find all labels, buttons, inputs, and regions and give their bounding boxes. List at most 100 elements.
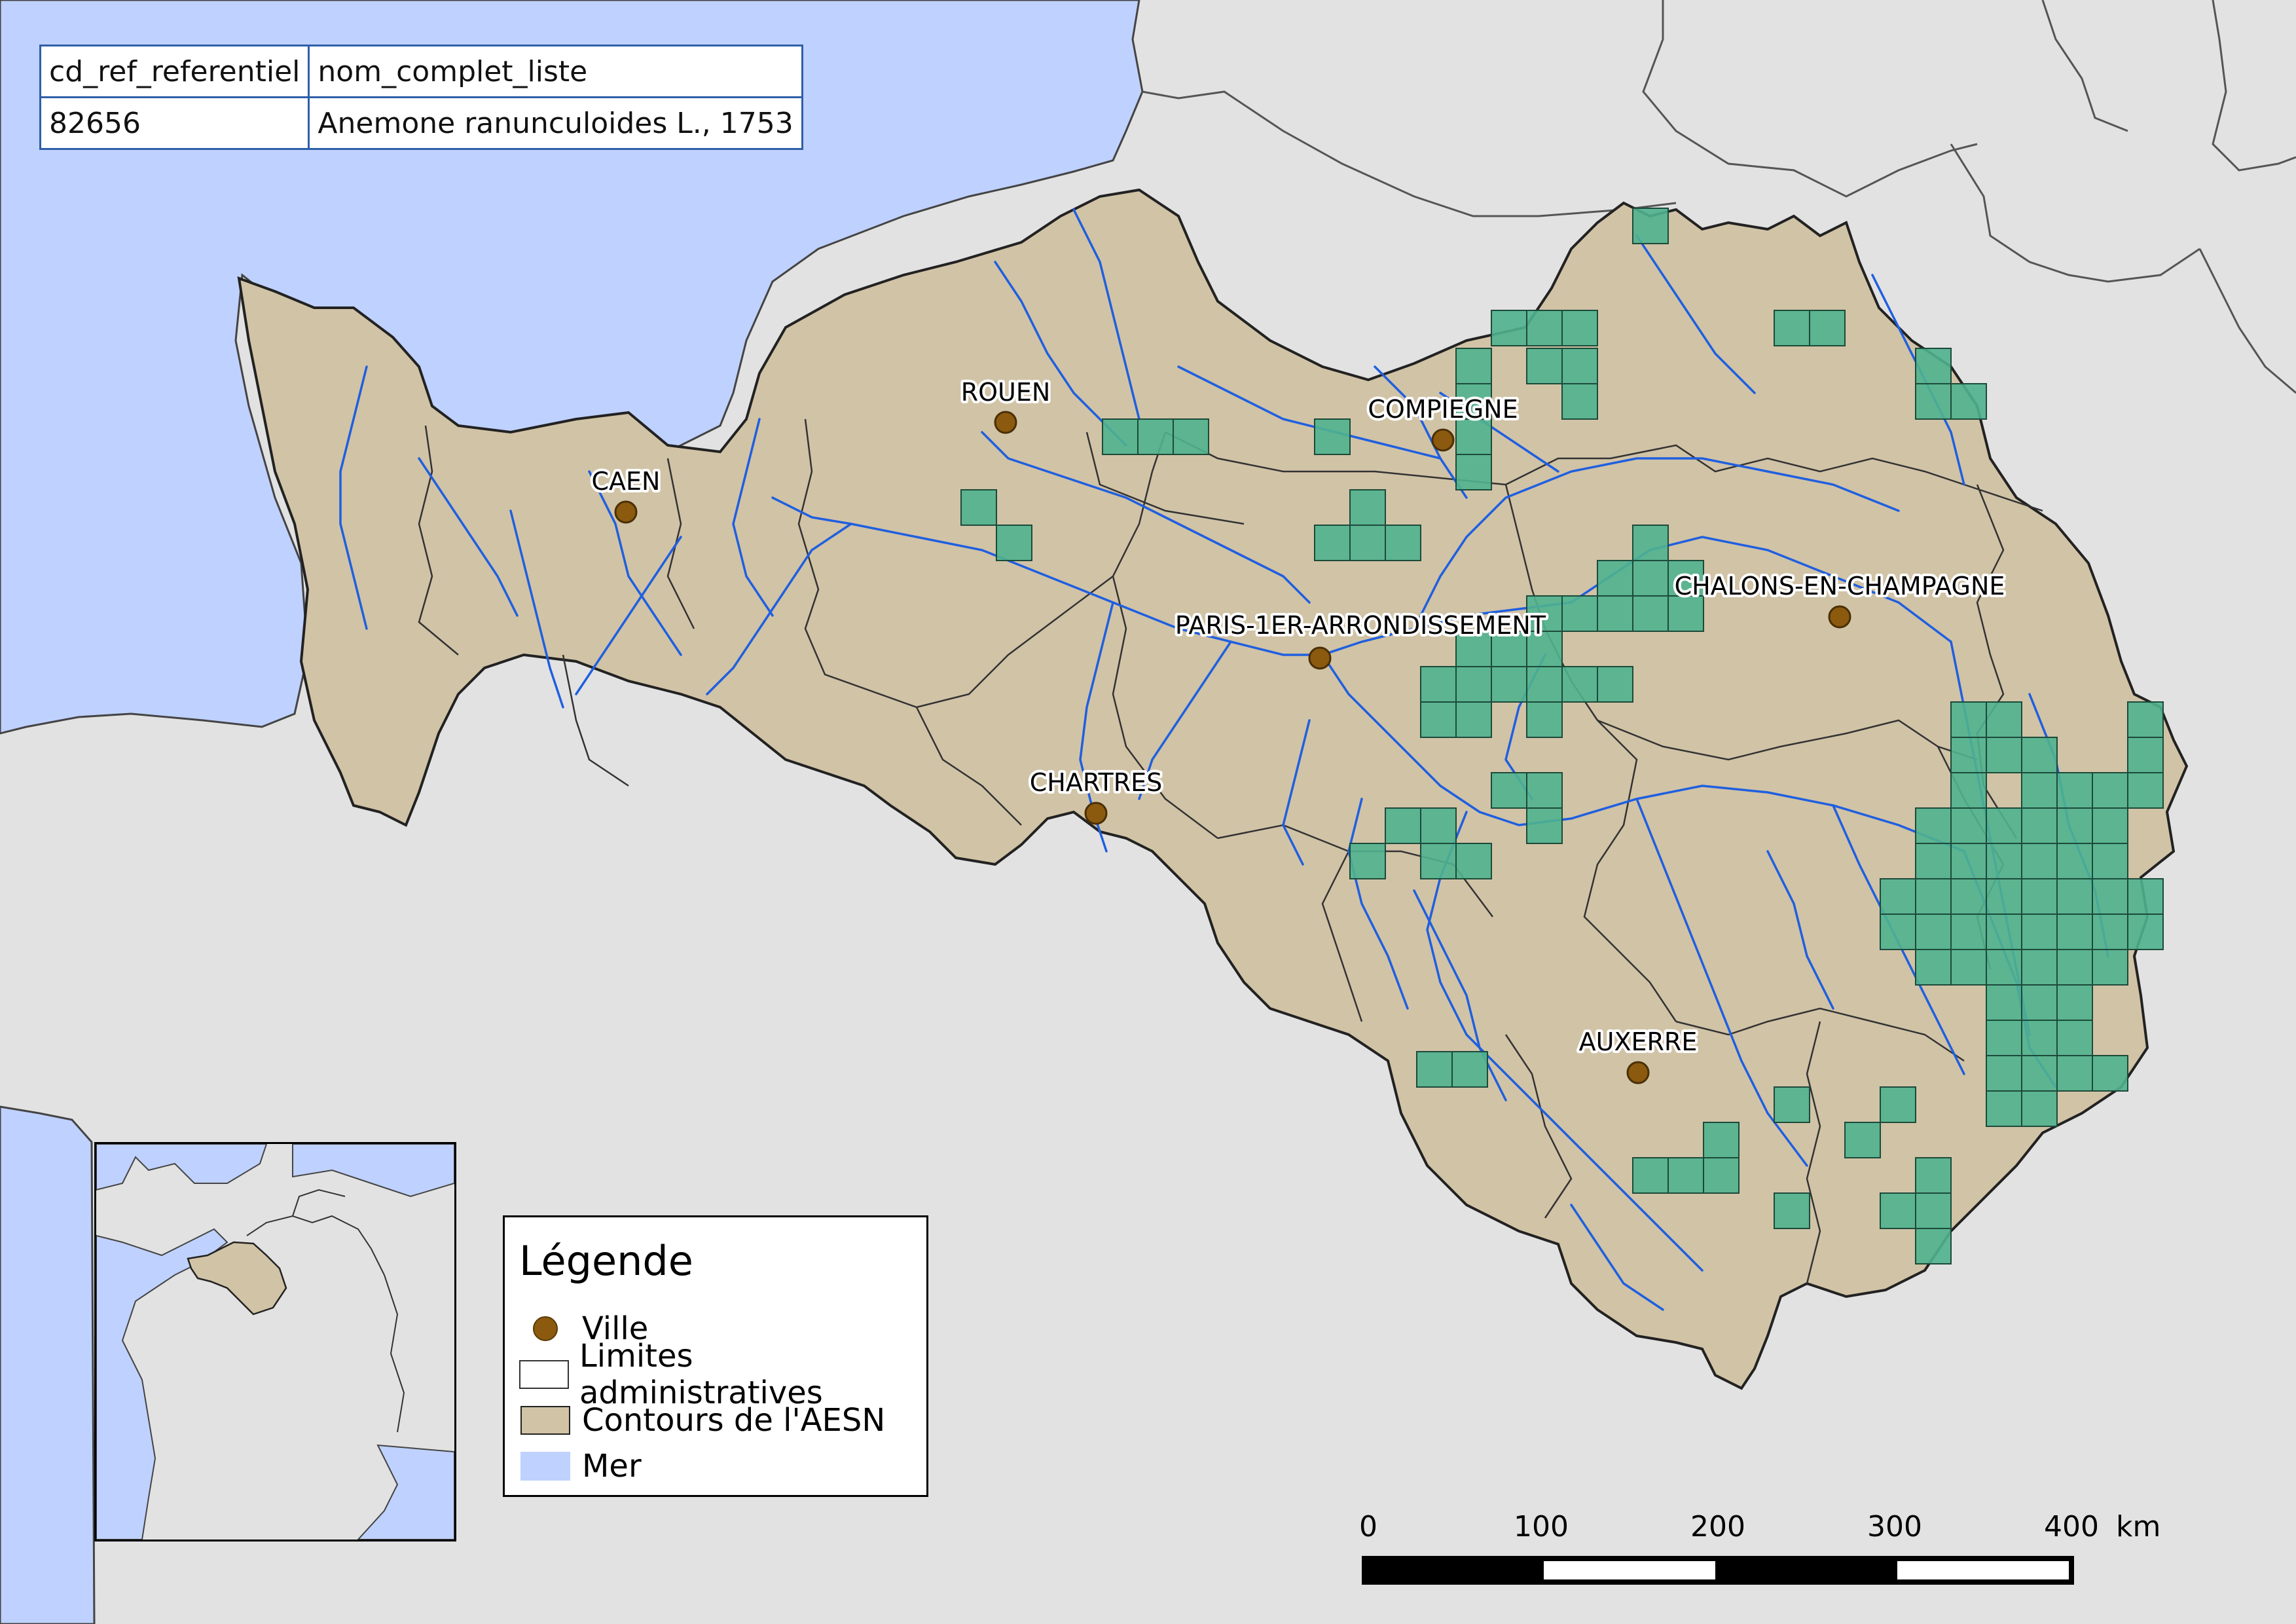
occurrence-grid-cell (1774, 310, 1810, 346)
rivers (339, 208, 2109, 1311)
occurrence-grid-cell (2092, 843, 2128, 879)
occurrence-grid-cell (2021, 737, 2058, 773)
occurrence-grid-cell (2092, 878, 2128, 915)
inset-sea (96, 1144, 454, 1540)
legend-item-label: Mer (582, 1448, 642, 1485)
occurrence-grid-cell (1455, 701, 1492, 738)
occurrence-grid-cell (1915, 383, 1952, 420)
occurrence-grid-cell (1349, 525, 1386, 561)
city-layer: ROUEN CAEN COMPIEGNE CHALONS-EN-CHAMPAGNE PA… (589, 375, 2007, 1084)
occurrence-grid-cell (2127, 737, 2164, 773)
city-label: COMPIEGNE (1368, 395, 1518, 424)
occurrence-grid-cell (1420, 807, 1457, 844)
occurrence-grid-cell (1455, 631, 1492, 667)
atlantic-area (0, 1105, 96, 1624)
city-marker (1828, 605, 1851, 629)
occurrence-grid-cell (1526, 348, 1563, 384)
occurrence-grid-cell (1915, 913, 1952, 950)
occurrence-grid-cell (1950, 807, 1987, 844)
table-header-cell: nom_complet_liste (308, 45, 803, 98)
occurrence-grid-cell (1986, 949, 2022, 986)
scale-unit: km (2116, 1510, 2160, 1543)
occurrence-grid-cell (1526, 807, 1563, 844)
occurrence-grid-cell (1986, 984, 2022, 1021)
city-label: CAEN (592, 467, 661, 496)
occurrence-grid-cell (2127, 913, 2164, 950)
scale-segment-3 (1892, 1556, 2074, 1585)
occurrence-grid-cell (960, 489, 997, 526)
occurrence-grid-cell (1416, 1051, 1453, 1088)
occurrence-grid-cell (2056, 878, 2093, 915)
occurrence-grid-cell (1420, 701, 1457, 738)
occurrence-grid-cell (1385, 525, 1421, 561)
occurrence-grid-cell (2092, 913, 2128, 950)
table-header-row: cd_ref_referentiel nom_complet_liste (39, 45, 803, 98)
occurrence-grid-cell (1526, 631, 1563, 667)
occurrence-grid-cell (2056, 807, 2093, 844)
occurrence-grid-cell (2092, 1055, 2128, 1092)
occurrence-grid-cell (2056, 949, 2093, 986)
aesn-basin-outline (237, 188, 2189, 1390)
occurrence-grid-cell (1986, 701, 2022, 738)
occurrence-grid-cell (1561, 666, 1598, 703)
occurrence-grid-cell (1880, 1192, 1916, 1229)
occurrence-grid-cell (1986, 843, 2022, 879)
occurrence-grid-cell (1915, 807, 1952, 844)
occurrence-grid-cell (2021, 1020, 2058, 1056)
occurrence-grid-cell (1986, 1055, 2022, 1092)
occurrence-grid-cell (1597, 666, 1633, 703)
table-cell-nom-complet: Anemone ranunculoides L., 1753 (308, 96, 803, 150)
occurrence-grid-cell (1455, 418, 1492, 455)
occurrence-grid-cell (1986, 1090, 2022, 1127)
occurrence-grid-cell (1915, 1228, 1952, 1264)
occurrence-grid-cell (1455, 843, 1492, 879)
scale-bar: 0 100 200 300 400 km (1359, 1510, 2160, 1585)
inset-locator-map (94, 1142, 456, 1541)
occurrence-grid-cell (1915, 843, 1952, 879)
occurrence-grid-cell (2056, 984, 2093, 1021)
occurrence-grid-cell (996, 525, 1032, 561)
occurrence-grid-cell (1561, 383, 1598, 420)
table-cell-cd-ref: 82656 (39, 96, 310, 150)
inset-basin (187, 1241, 287, 1316)
occurrence-grid-cell (2092, 807, 2128, 844)
occurrence-grid-cell (1137, 418, 1174, 455)
scale-segment-2 (1718, 1559, 1895, 1582)
occurrence-grid-cell (2056, 913, 2093, 950)
occurrence-grid-cell (2056, 1055, 2093, 1092)
inset-map-drawing (96, 1144, 454, 1540)
occurrence-grid-cell (1986, 913, 2022, 950)
legend-item-label: Limites administratives (579, 1338, 823, 1411)
occurrence-grid-cell (1420, 843, 1457, 879)
occurrence-grid-cell (1314, 525, 1351, 561)
occurrence-grid-cell (2021, 913, 2058, 950)
occurrence-grid-cell (1950, 843, 1987, 879)
legend-item-limites: Limites administratives (519, 1338, 926, 1411)
city-marker (1431, 428, 1455, 452)
scale-segment-1 (1539, 1556, 1721, 1585)
occurrence-grid-cell (1385, 807, 1421, 844)
admin-boundary-swatch-icon (519, 1359, 569, 1390)
occurrence-grid-cell (1561, 595, 1598, 632)
occurrence-grid-cell (1986, 737, 2022, 773)
occurrence-grid-cell (1349, 489, 1386, 526)
occurrence-grid-cell (1173, 418, 1209, 455)
country-borders (1142, 0, 2296, 394)
occurrence-grid-cell (1526, 701, 1563, 738)
legend-item-mer: Mer (519, 1447, 642, 1486)
occurrence-grid-cell (1774, 1086, 1810, 1123)
occurrence-grid-cell (2021, 984, 2058, 1021)
occurrence-grid-cell (1526, 666, 1563, 703)
legend-item-contours: Contours de l'AESN (519, 1401, 885, 1440)
occurrence-grid-cell (2056, 1020, 2093, 1056)
occurrence-grid-cell (1774, 1192, 1810, 1229)
table-header-cell: cd_ref_referentiel (39, 45, 310, 98)
scale-segment-0 (1364, 1559, 1541, 1582)
occurrence-grid-cell (1915, 1192, 1952, 1229)
occurrence-grid-cell (1632, 1157, 1669, 1194)
city-label: CHALONS-EN-CHAMPAGNE (1675, 572, 2005, 600)
occurrence-grid-cell (1915, 348, 1952, 384)
occurrence-grid-cell (1491, 666, 1527, 703)
occurrence-grid-cell (1950, 878, 1987, 915)
occurrence-grid-cell (1844, 1122, 1881, 1158)
